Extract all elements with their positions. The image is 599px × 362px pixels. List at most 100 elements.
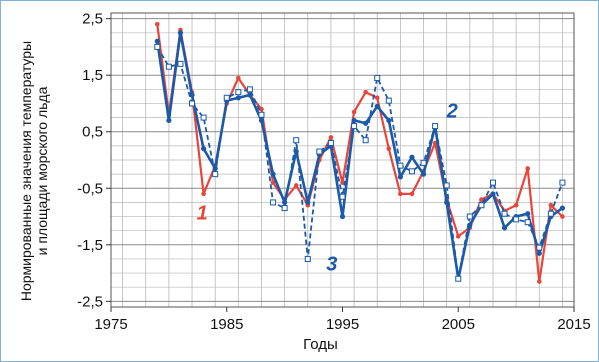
series-3-point [455, 275, 462, 282]
series-1-point [513, 202, 519, 208]
series-2-point [363, 120, 369, 126]
series-2-point [409, 154, 415, 160]
series-3-line [156, 46, 564, 280]
series-3-point [443, 182, 450, 189]
y-axis-title-line-2: и площади морского льда [34, 86, 50, 256]
x-tick-label: 2015 [557, 316, 590, 333]
series-2-point [397, 174, 403, 180]
x-tick-label: 1995 [326, 316, 359, 333]
series-3-point [165, 63, 172, 70]
series-3-point [524, 219, 531, 226]
series-3-point [270, 199, 277, 206]
series-3-point [200, 114, 207, 121]
y-axis-title: Нормированные значения температуры и пло… [18, 11, 50, 331]
x-tick-label: 1975 [94, 316, 127, 333]
series-3-point [339, 193, 346, 200]
grid [111, 13, 574, 307]
series-1-point [340, 180, 345, 185]
series-2-point [559, 205, 566, 211]
series-3-point [513, 216, 520, 223]
series-2-label: 2 [446, 101, 458, 123]
series-3-point [258, 111, 265, 118]
series-1-point [409, 191, 415, 197]
series-2-point [177, 30, 184, 36]
series-1-point [155, 22, 160, 27]
series-2-point [154, 38, 160, 44]
series-3-point [408, 168, 415, 175]
series-3-point [478, 202, 485, 209]
series-3-point [362, 137, 369, 144]
series-1-point [363, 89, 368, 95]
series-2-point [270, 171, 276, 177]
series-1-point [398, 191, 403, 197]
x-tick-label: 2005 [442, 316, 475, 333]
series-1-point [560, 214, 565, 219]
axes: 2,5 1,5 0,5 -0,5 -1,5 -2,5 1975 1985 1995 2005 201… [77, 11, 591, 333]
series-3-point [304, 255, 311, 262]
series-3-point [432, 123, 439, 130]
y-tick-label: 0,5 [82, 124, 103, 141]
series-3-point [189, 100, 196, 107]
series-3-point [501, 210, 508, 217]
series-3-point [293, 137, 300, 144]
series-1-point [259, 106, 264, 112]
x-axis-title: Годы [303, 336, 338, 353]
series-2-point [536, 250, 542, 256]
series-3-point [316, 148, 323, 155]
series-1-point [548, 202, 554, 208]
series-3-point [246, 86, 253, 93]
series-2-point [374, 103, 380, 109]
series-3-point [547, 210, 554, 217]
series-3-point [466, 213, 473, 220]
series-1-point [328, 135, 334, 140]
series-3-point [235, 89, 242, 96]
series-3-point [212, 171, 219, 178]
series-3-point [489, 179, 496, 186]
series-3-point [385, 97, 392, 104]
series-2-point [444, 199, 450, 206]
series-3-point [559, 179, 566, 186]
series-3-point [351, 123, 358, 130]
series-2-point [201, 146, 207, 152]
series-1-point [479, 197, 484, 202]
series-1-point [201, 191, 206, 197]
series-2-point [501, 225, 508, 231]
series-3-point [397, 162, 404, 169]
series-2-line [156, 31, 564, 280]
series-labels: 1 2 3 [197, 101, 458, 276]
y-tick-label: -2,5 [77, 293, 103, 310]
series-1-point [293, 183, 299, 188]
series-2-point [339, 213, 346, 220]
series-3-point [177, 60, 184, 67]
series-2-point [351, 117, 357, 124]
y-tick-label: 1,5 [82, 67, 103, 84]
series-3-point [327, 140, 334, 147]
series-3-point [420, 159, 427, 166]
series-1-point [236, 75, 241, 81]
series-1-point [386, 146, 392, 151]
series-2-point [420, 171, 427, 177]
series-1-point [374, 95, 380, 101]
series-3-point [536, 244, 543, 251]
series-3-point [281, 205, 288, 212]
series-1-label: 1 [197, 202, 208, 224]
series-2-point [525, 211, 531, 217]
y-tick-label: -1,5 [77, 237, 103, 254]
series-group [154, 22, 566, 284]
y-tick-label: -0,5 [77, 180, 103, 197]
series-2-point [386, 117, 392, 124]
series-1-point [270, 180, 276, 185]
series-3-point [374, 75, 381, 82]
series-1-point [351, 109, 357, 115]
series-2-point [305, 199, 311, 206]
series-3-point [223, 94, 230, 101]
y-tick-label: 2,5 [82, 11, 103, 28]
series-2-point [166, 117, 172, 124]
y-axis-title-line-1: Нормированные значения температуры [18, 40, 34, 302]
y-axis-title-wrap: Нормированные значения температуры и пло… [7, 11, 61, 331]
x-tick-label: 1985 [210, 316, 243, 333]
series-2-point [490, 191, 496, 197]
series-3-label: 3 [326, 253, 337, 275]
